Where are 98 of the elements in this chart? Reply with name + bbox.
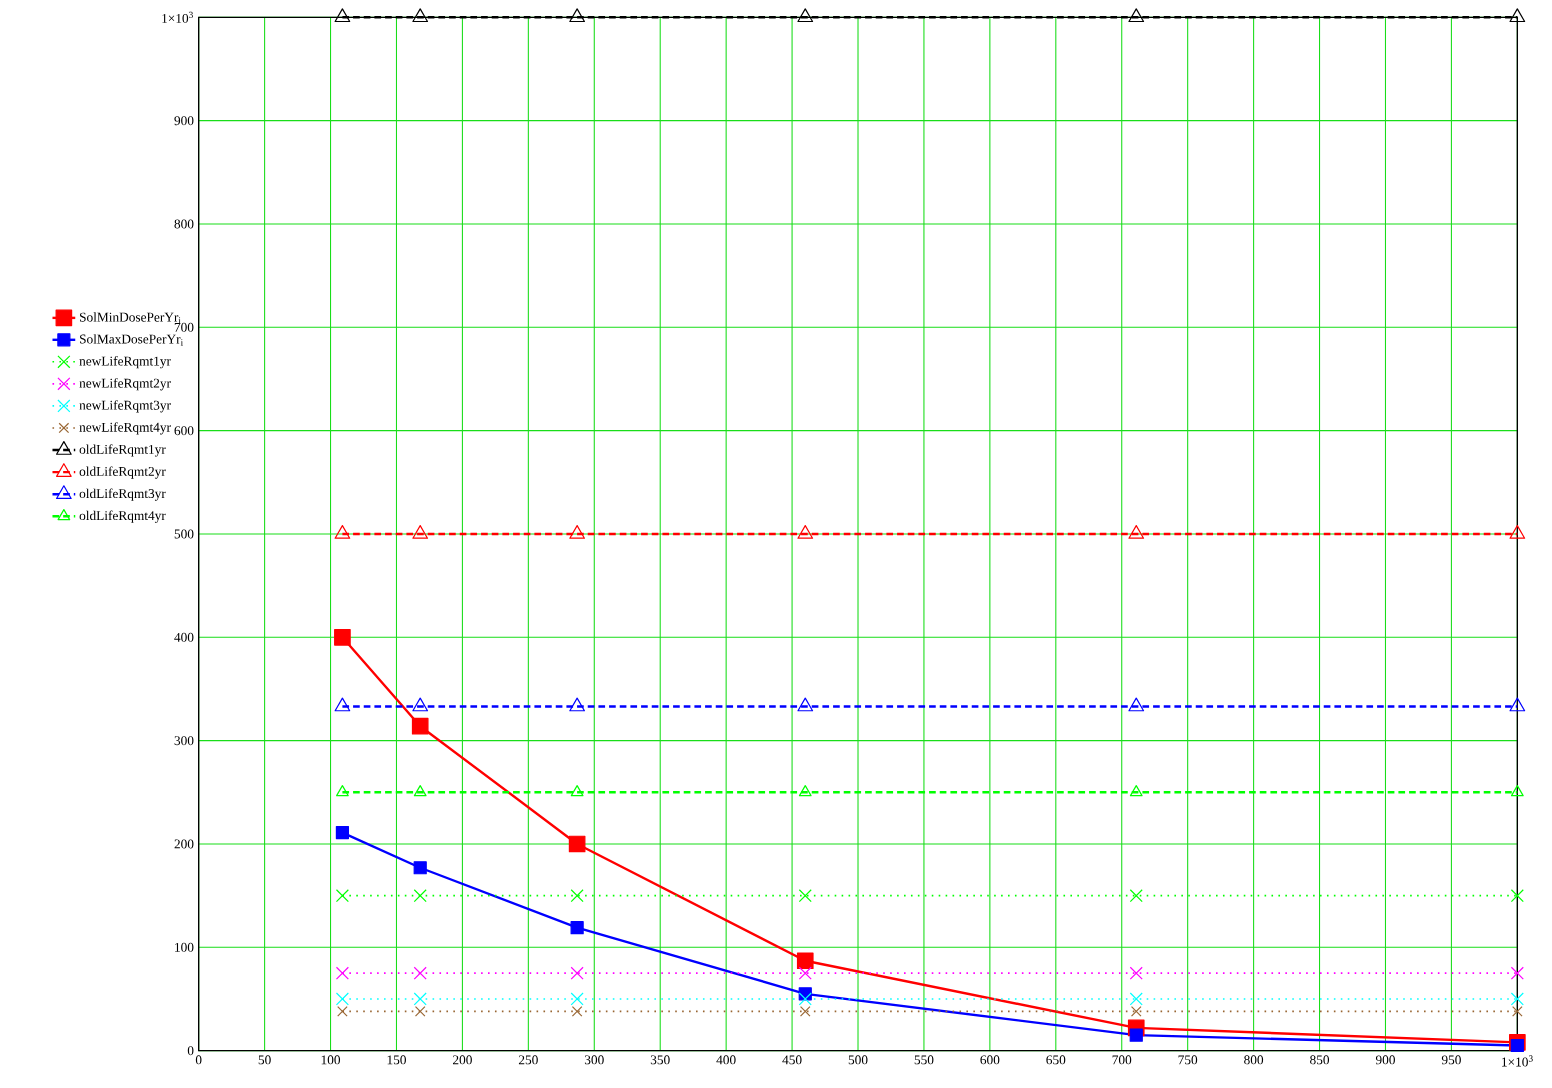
point [334,524,351,539]
legend-label: newLifeRqmt3yr [79,400,171,413]
x-tick-label: 1×10$^{3}$ [1502,1055,1533,1067]
x-tick-label: 950 [1441,1055,1461,1065]
y-tick-label: 1×10$^{3}$ [162,11,193,23]
x-tick-label: 400 [716,1055,736,1065]
point [1512,1006,1523,1017]
point [571,1006,583,1017]
point [569,524,586,539]
y-tick-label: 500 [174,529,194,539]
point [335,966,349,980]
point [570,785,584,797]
point [413,889,427,903]
point [797,8,814,23]
x-tick-label: 0 [195,1055,202,1065]
point [1510,785,1524,797]
point [1129,889,1143,903]
point [798,889,812,903]
legend-label: newLifeRqmt1yr [79,356,171,369]
point [1510,889,1524,903]
y-tick-label: 200 [174,839,194,849]
point [570,966,584,980]
point [798,992,812,1006]
y-tick-label: 100 [175,942,194,952]
x-tick-label: 450 [782,1055,802,1065]
legend-label: newLifeRqmt2yr [79,378,171,391]
x-tick-label: 100 [321,1055,341,1065]
x-tick-label: 750 [1178,1055,1198,1065]
point [413,992,427,1006]
y-tick-label: 800 [174,219,194,229]
x-tick-label: 50 [258,1055,271,1065]
point [414,1006,426,1017]
point [1128,524,1145,539]
point [1129,1028,1143,1042]
point [334,8,351,23]
point [1130,1006,1142,1017]
point [1510,1038,1524,1053]
point [799,1006,811,1017]
x-tick-label: 600 [980,1055,1000,1065]
point [334,697,351,712]
point [336,785,349,797]
x-tick-label: 800 [1244,1055,1264,1065]
point [335,992,349,1006]
point [568,835,586,853]
point [797,524,814,539]
point [1128,697,1145,712]
point [1129,966,1143,980]
point [570,921,584,935]
point [797,697,814,712]
y-tick-label: 700 [174,322,194,332]
point [1509,524,1526,539]
x-tick-label: 350 [650,1055,670,1065]
point [412,8,429,23]
legend-label: oldLifeRqmt4yr [79,510,166,523]
legend-label: oldLifeRqmt3yr [79,488,166,501]
x-tick-label: 650 [1046,1055,1066,1065]
x-tick-label: 300 [584,1055,604,1065]
point [335,826,350,840]
point [413,966,427,980]
point [798,966,812,980]
point [337,1006,348,1017]
point [1129,785,1143,797]
legend-label: SolMaxDosePerYr$_{i}$ [80,334,183,346]
point [570,889,584,903]
point [1129,992,1143,1006]
point [413,861,427,875]
y-tick-label: 300 [174,736,194,746]
point [335,889,349,903]
point [1128,8,1145,23]
point [413,785,427,797]
point [1509,697,1526,712]
x-tick-label: 200 [452,1055,472,1065]
y-tick-label: 0 [187,1046,194,1056]
legend-label: oldLifeRqmt1yr [79,444,166,457]
x-tick-label: 900 [1375,1055,1395,1065]
x-tick-label: 500 [848,1055,868,1065]
point [412,524,429,539]
point [1509,8,1526,23]
point [570,992,584,1006]
point [412,697,429,712]
y-tick-label: 400 [174,632,194,642]
point [1510,966,1524,980]
point [411,717,429,735]
x-tick-label: 550 [914,1055,934,1065]
x-tick-label: 850 [1310,1055,1330,1065]
y-tick-label: 600 [174,426,194,436]
point [334,628,351,646]
x-tick-label: 150 [387,1055,406,1065]
point [569,8,586,23]
point [796,952,814,970]
legend-label: oldLifeRqmt2yr [79,466,166,479]
x-tick-label: 700 [1112,1055,1132,1065]
y-tick-label: 900 [174,116,194,126]
x-tick-label: 250 [518,1055,538,1065]
legend-label: newLifeRqmt4yr [79,422,171,435]
point [569,697,586,712]
point [1510,992,1524,1006]
point [798,785,812,797]
